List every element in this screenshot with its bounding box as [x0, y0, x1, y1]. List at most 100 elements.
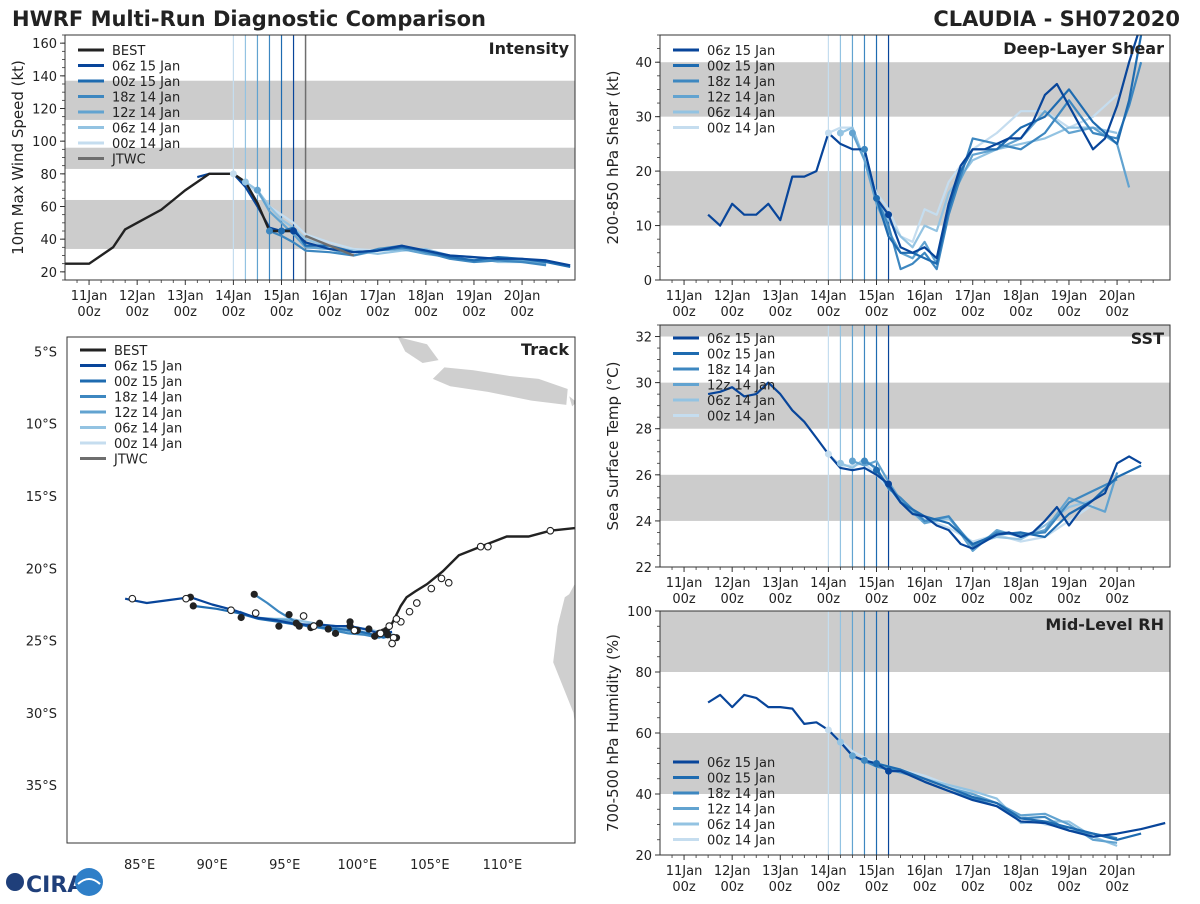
sst-legend-label-4: 06z 14 Jan — [707, 394, 775, 409]
intensity-xtick-label-16: 16Jan — [311, 289, 348, 304]
track-legend-label-1: 06z 15 Jan — [114, 360, 182, 375]
shear-series-line-0 — [707, 35, 1139, 260]
shear-xtick-sublabel-16: 00z — [913, 305, 937, 320]
sst-legend-label-3: 12z 14 Jan — [707, 379, 775, 394]
rh-legend-label-4: 06z 14 Jan — [707, 818, 775, 833]
sst-xtick-sublabel-14: 00z — [817, 592, 841, 607]
shear-ytick-label-0: 0 — [644, 274, 652, 289]
intensity-best-line — [65, 172, 294, 265]
shear-xtick-sublabel-15: 00z — [865, 305, 889, 320]
shear-init-point-3 — [848, 129, 856, 137]
rh-xtick-sublabel-18: 00z — [1009, 880, 1033, 895]
sst-xtick-sublabel-16: 00z — [913, 592, 937, 607]
sst-xtick-label-16: 16Jan — [906, 576, 943, 591]
sst-xtick-label-11: 11Jan — [666, 576, 703, 591]
shear-init-point-2 — [860, 145, 868, 153]
rh-title: Mid-Level RH — [1045, 615, 1164, 634]
land-shark-bay — [548, 639, 555, 656]
intensity-title: Intensity — [489, 39, 570, 58]
land-sumatra — [397, 337, 439, 363]
intensity-ytick-label-20: 20 — [40, 266, 57, 281]
intensity-ytick-label-100: 100 — [32, 135, 57, 150]
shear-xtick-sublabel-19: 00z — [1057, 305, 1081, 320]
figure-title: HWRF Multi-Run Diagnostic Comparison — [12, 7, 486, 31]
sst-xtick-label-19: 19Jan — [1051, 576, 1088, 591]
shear-legend-label-1: 00z 15 Jan — [707, 60, 775, 75]
shear-ytick-label-20: 20 — [635, 165, 652, 180]
sst-xtick-sublabel-15: 00z — [865, 592, 889, 607]
track-open-marker — [350, 626, 359, 635]
rh-ylabel: 700-500 hPa Humidity (%) — [604, 634, 622, 832]
shear-xtick-sublabel-11: 00z — [672, 305, 696, 320]
track-title: Track — [521, 340, 569, 359]
intensity-xtick-label-18: 18Jan — [408, 289, 445, 304]
rh-init-point-0 — [885, 767, 893, 775]
shear-init-point-1 — [873, 194, 881, 202]
track-legend-label-4: 12z 14 Jan — [114, 406, 182, 421]
sst-xtick-label-13: 13Jan — [762, 576, 799, 591]
sst-xtick-sublabel-17: 00z — [961, 592, 985, 607]
sst-xtick-sublabel-19: 00z — [1057, 592, 1081, 607]
shear-xtick-sublabel-17: 00z — [961, 305, 985, 320]
rh-legend-label-2: 18z 14 Jan — [707, 787, 775, 802]
sst-xtick-label-17: 17Jan — [954, 576, 991, 591]
track-open-marker — [484, 542, 492, 551]
track-open-marker — [227, 606, 235, 615]
intensity-ytick-label-60: 60 — [40, 201, 57, 216]
sst-xtick-sublabel-20: 00z — [1105, 592, 1129, 607]
sst-ytick-label-22: 22 — [635, 561, 652, 576]
intensity-init-point-3 — [253, 186, 261, 194]
intensity-xtick-label-20: 20Jan — [504, 289, 541, 304]
track-day-marker — [250, 590, 258, 598]
sst-band-2 — [660, 325, 1170, 337]
track-xtick-label-3: 100°E — [338, 858, 378, 873]
track-open-marker — [182, 594, 190, 603]
shear-ytick-label-40: 40 — [635, 56, 652, 71]
intensity-legend-label-7: JTWC — [111, 153, 146, 168]
track-open-marker — [412, 599, 421, 607]
intensity-legend-label-6: 00z 14 Jan — [112, 137, 180, 152]
track-day-marker — [346, 618, 354, 626]
rh-xtick-sublabel-15: 00z — [865, 880, 889, 895]
rh-init-point-5 — [824, 726, 832, 734]
track-day-marker — [331, 629, 340, 637]
track-day-marker — [285, 610, 293, 619]
intensity-xtick-label-15: 15Jan — [263, 289, 300, 304]
shear-init-point-5 — [824, 129, 832, 137]
sst-band-1 — [660, 382, 1170, 429]
intensity-xtick-sublabel-18: 00z — [414, 305, 438, 320]
rh-legend-label-0: 06z 15 Jan — [707, 756, 775, 771]
track-day-marker — [295, 622, 303, 630]
intensity-legend-label-5: 06z 14 Jan — [112, 122, 180, 137]
rh-xtick-label-12: 12Jan — [714, 864, 751, 879]
shear-xtick-label-11: 11Jan — [666, 289, 703, 304]
track-open-marker — [299, 612, 308, 620]
intensity-xtick-sublabel-12: 00z — [125, 305, 149, 320]
track-legend-label-2: 00z 15 Jan — [114, 375, 182, 390]
intensity-legend-label-1: 06z 15 Jan — [112, 60, 180, 75]
rh-ytick-label-60: 60 — [635, 727, 652, 742]
intensity-xtick-label-17: 17Jan — [359, 289, 396, 304]
track-ytick-label-4: 25°S — [26, 635, 57, 650]
rh-xtick-label-16: 16Jan — [906, 864, 943, 879]
sst-init-point-2 — [860, 457, 868, 465]
sst-ytick-label-26: 26 — [635, 469, 652, 484]
track-open-marker — [405, 607, 414, 616]
rh-xtick-label-15: 15Jan — [858, 864, 895, 879]
rh-xtick-sublabel-16: 00z — [913, 880, 937, 895]
shear-xtick-sublabel-18: 00z — [1009, 305, 1033, 320]
rh-xtick-sublabel-11: 00z — [672, 880, 696, 895]
intensity-xtick-label-19: 19Jan — [456, 289, 493, 304]
track-day-marker — [189, 602, 197, 610]
intensity-ylabel: 10m Max Wind Speed (kt) — [9, 60, 27, 255]
track-open-marker — [427, 584, 436, 593]
sst-legend-label-0: 06z 15 Jan — [707, 332, 775, 347]
intensity-init-point-5 — [229, 170, 237, 178]
sst-ytick-label-30: 30 — [635, 377, 652, 392]
land-australia — [553, 583, 575, 724]
rh-legend-label-5: 00z 14 Jan — [707, 834, 775, 849]
track-open-marker — [437, 574, 446, 583]
sst-init-point-4 — [836, 459, 844, 467]
rh-band-0 — [660, 733, 1170, 794]
